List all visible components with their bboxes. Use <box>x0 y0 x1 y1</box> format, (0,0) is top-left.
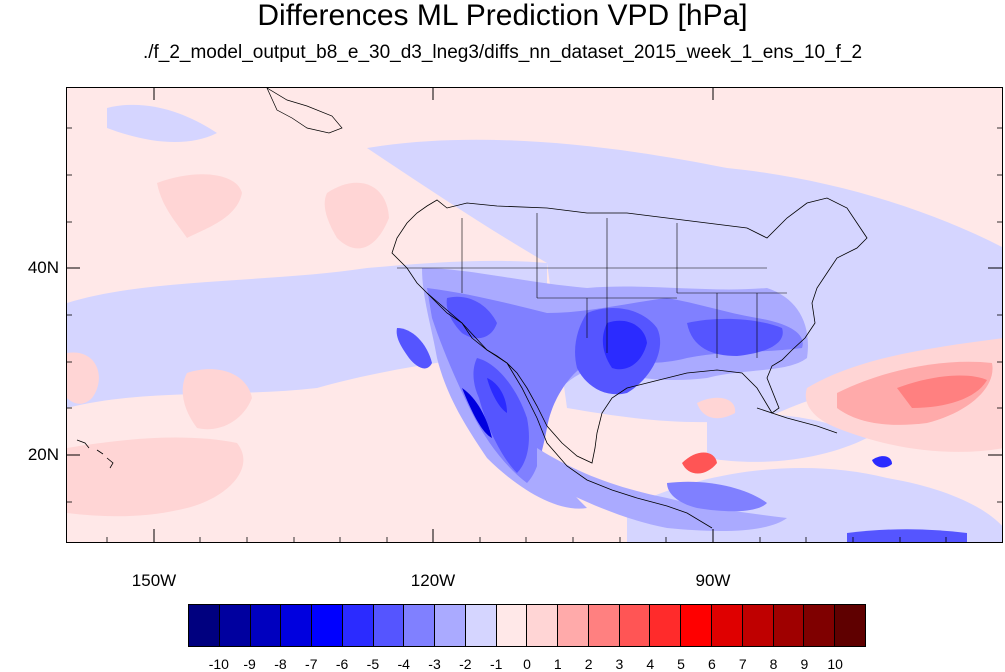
colorbar-label: -6 <box>335 656 349 672</box>
colorbar-swatch <box>742 605 774 646</box>
colorbar-label: 2 <box>584 656 593 672</box>
map-title: Differences ML Prediction VPD [hPa] <box>257 0 748 32</box>
lon-label-120w: 120W <box>410 571 456 590</box>
colorbar-label: -2 <box>459 656 472 672</box>
map-subtitle: ./f_2_model_output_b8_e_30_d3_lneg3/diff… <box>142 42 863 63</box>
colorbar-label: 8 <box>769 656 778 672</box>
colorbar-label: 3 <box>615 656 624 672</box>
colorbar-swatch <box>373 605 405 646</box>
colorbar-label: 6 <box>708 656 716 672</box>
colorbar-swatch <box>404 605 436 646</box>
colorbar-label: -3 <box>428 656 441 672</box>
colorbar-label: 4 <box>646 656 655 672</box>
colorbar-swatch <box>250 605 282 646</box>
map-panel <box>66 87 1003 543</box>
colorbar-label: -1 <box>489 656 503 672</box>
colorbar-swatch <box>219 605 251 646</box>
colorbar-label: -10 <box>208 656 229 672</box>
colorbar-label: 5 <box>677 656 685 672</box>
colorbar-swatch <box>804 605 836 646</box>
colorbar-label: 7 <box>738 656 747 672</box>
colorbar-swatch <box>681 605 713 646</box>
lon-label-150w: 150W <box>131 571 177 590</box>
colorbar-label: 1 <box>553 656 562 672</box>
colorbar-label: -4 <box>397 656 410 672</box>
lat-label-40n: 40N <box>27 258 59 277</box>
colorbar-label: -9 <box>243 656 256 672</box>
colorbar-swatch <box>465 605 497 646</box>
colorbar-swatch <box>281 605 313 646</box>
colorbar-swatch <box>773 605 805 646</box>
lat-label-20n: 20N <box>27 445 59 464</box>
colorbar-swatch <box>342 605 374 646</box>
colorbar-label: -5 <box>366 656 380 672</box>
colorbar-swatch <box>496 605 528 646</box>
colorbar-swatch <box>189 605 220 646</box>
colorbar-swatch <box>619 605 651 646</box>
colorbar-label: 10 <box>827 656 843 672</box>
colorbar-label: -7 <box>305 656 318 672</box>
map-field <box>67 88 1002 542</box>
lon-label-90w: 90W <box>695 571 731 590</box>
colorbar-swatch <box>558 605 589 646</box>
colorbar-swatch <box>712 605 743 646</box>
colorbar-swatch <box>835 605 865 646</box>
colorbar-label: 9 <box>800 656 809 672</box>
colorbar-swatch <box>527 605 559 646</box>
colorbar <box>188 604 866 647</box>
colorbar-label: -8 <box>274 656 287 672</box>
colorbar-swatch <box>312 605 343 646</box>
colorbar-swatch <box>588 605 620 646</box>
colorbar-label: 0 <box>523 656 531 672</box>
colorbar-swatch <box>435 605 466 646</box>
colorbar-swatch <box>650 605 682 646</box>
